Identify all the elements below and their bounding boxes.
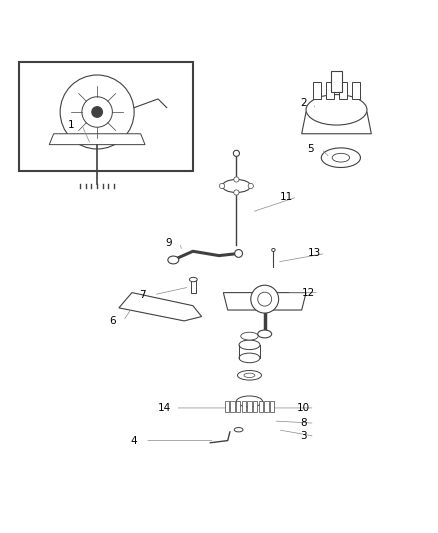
Polygon shape xyxy=(119,293,201,321)
Bar xyxy=(325,82,334,99)
Bar xyxy=(270,401,274,413)
Ellipse shape xyxy=(189,277,197,282)
Ellipse shape xyxy=(306,94,367,125)
Ellipse shape xyxy=(241,332,258,340)
Ellipse shape xyxy=(272,248,275,252)
Text: 4: 4 xyxy=(131,435,138,446)
Bar xyxy=(352,82,360,99)
Text: 1: 1 xyxy=(68,120,74,130)
Circle shape xyxy=(60,75,134,149)
Circle shape xyxy=(234,177,239,182)
Circle shape xyxy=(258,292,272,306)
Bar xyxy=(258,401,263,413)
Text: 11: 11 xyxy=(280,192,293,202)
Text: 7: 7 xyxy=(140,290,146,300)
Text: 8: 8 xyxy=(300,418,307,428)
Text: 5: 5 xyxy=(307,144,314,154)
Ellipse shape xyxy=(234,427,243,432)
Ellipse shape xyxy=(222,180,251,192)
Circle shape xyxy=(248,183,253,189)
Text: 9: 9 xyxy=(166,238,172,247)
Bar xyxy=(339,82,347,99)
Ellipse shape xyxy=(237,370,261,380)
Text: 2: 2 xyxy=(300,98,307,108)
Bar xyxy=(19,62,193,171)
Text: 10: 10 xyxy=(297,403,311,413)
Circle shape xyxy=(233,150,240,156)
Ellipse shape xyxy=(239,340,260,350)
Bar xyxy=(313,82,321,99)
Bar xyxy=(264,401,268,413)
Bar xyxy=(247,401,252,413)
Text: 13: 13 xyxy=(308,248,321,259)
Polygon shape xyxy=(302,112,371,134)
Bar xyxy=(253,401,257,413)
Bar xyxy=(236,401,240,413)
Bar xyxy=(191,279,196,293)
Ellipse shape xyxy=(239,353,260,362)
Circle shape xyxy=(219,183,225,189)
Circle shape xyxy=(251,285,279,313)
Text: 14: 14 xyxy=(158,403,171,413)
Bar xyxy=(225,401,229,413)
Bar xyxy=(230,401,235,413)
Circle shape xyxy=(82,97,113,127)
Ellipse shape xyxy=(244,373,255,377)
Bar xyxy=(331,71,342,92)
Ellipse shape xyxy=(235,249,243,257)
Ellipse shape xyxy=(168,256,179,264)
Text: 12: 12 xyxy=(302,288,315,297)
Text: 6: 6 xyxy=(109,316,116,326)
Ellipse shape xyxy=(332,154,350,162)
Ellipse shape xyxy=(237,396,262,407)
Circle shape xyxy=(92,107,102,117)
Ellipse shape xyxy=(321,148,360,167)
Circle shape xyxy=(234,190,239,195)
Polygon shape xyxy=(223,293,306,310)
Ellipse shape xyxy=(258,330,272,338)
Polygon shape xyxy=(49,134,145,144)
Bar xyxy=(242,401,246,413)
Text: 3: 3 xyxy=(300,431,307,441)
